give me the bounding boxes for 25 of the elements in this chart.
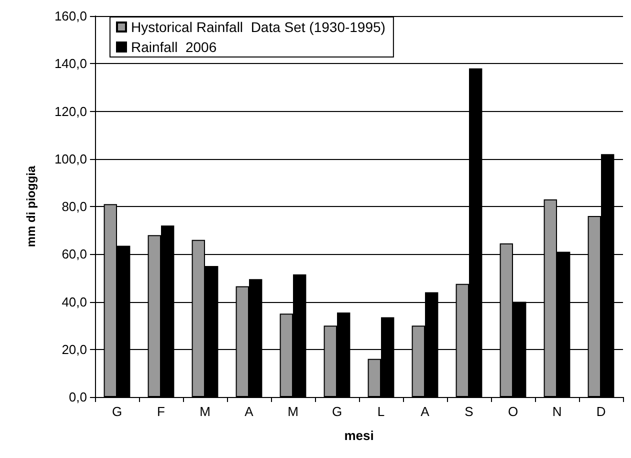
x-tick-label: M bbox=[200, 404, 210, 419]
y-tick-label: 160,0 bbox=[54, 8, 87, 24]
x-tick-label: S bbox=[464, 404, 474, 419]
y-axis-title: mm di pioggia bbox=[24, 166, 38, 248]
y-tick-label: 140,0 bbox=[54, 56, 87, 72]
y-tick-label: 80,0 bbox=[62, 199, 87, 214]
y-tick-label: 40,0 bbox=[62, 294, 87, 310]
x-tick-label: G bbox=[332, 404, 342, 419]
x-tick-label: M bbox=[288, 404, 298, 419]
x-tick-label: L bbox=[377, 404, 385, 419]
legend-label: Rainfall 2006 bbox=[131, 39, 217, 55]
y-tick-label: 100,0 bbox=[54, 151, 87, 166]
x-tick-label: D bbox=[596, 404, 606, 419]
x-tick-label: F bbox=[157, 404, 166, 419]
y-tick-label: 0,0 bbox=[68, 390, 87, 404]
y-tick-label: 60,0 bbox=[62, 246, 87, 262]
x-tick-label: O bbox=[508, 404, 518, 419]
x-tick-label: N bbox=[552, 404, 562, 419]
y-tick-label: 20,0 bbox=[62, 342, 87, 357]
x-tick-label: A bbox=[244, 404, 254, 419]
x-tick-label: A bbox=[420, 404, 430, 419]
x-axis-title: mesi bbox=[344, 428, 374, 443]
y-tick-label: 120,0 bbox=[54, 104, 87, 119]
x-tick-label: G bbox=[112, 404, 122, 419]
legend-label: Hystorical Rainfall Data Set (1930-1995) bbox=[131, 19, 386, 35]
